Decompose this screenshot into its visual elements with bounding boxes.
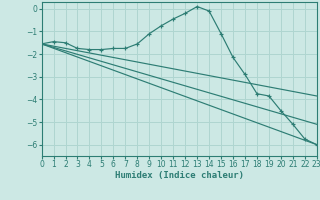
- X-axis label: Humidex (Indice chaleur): Humidex (Indice chaleur): [115, 171, 244, 180]
